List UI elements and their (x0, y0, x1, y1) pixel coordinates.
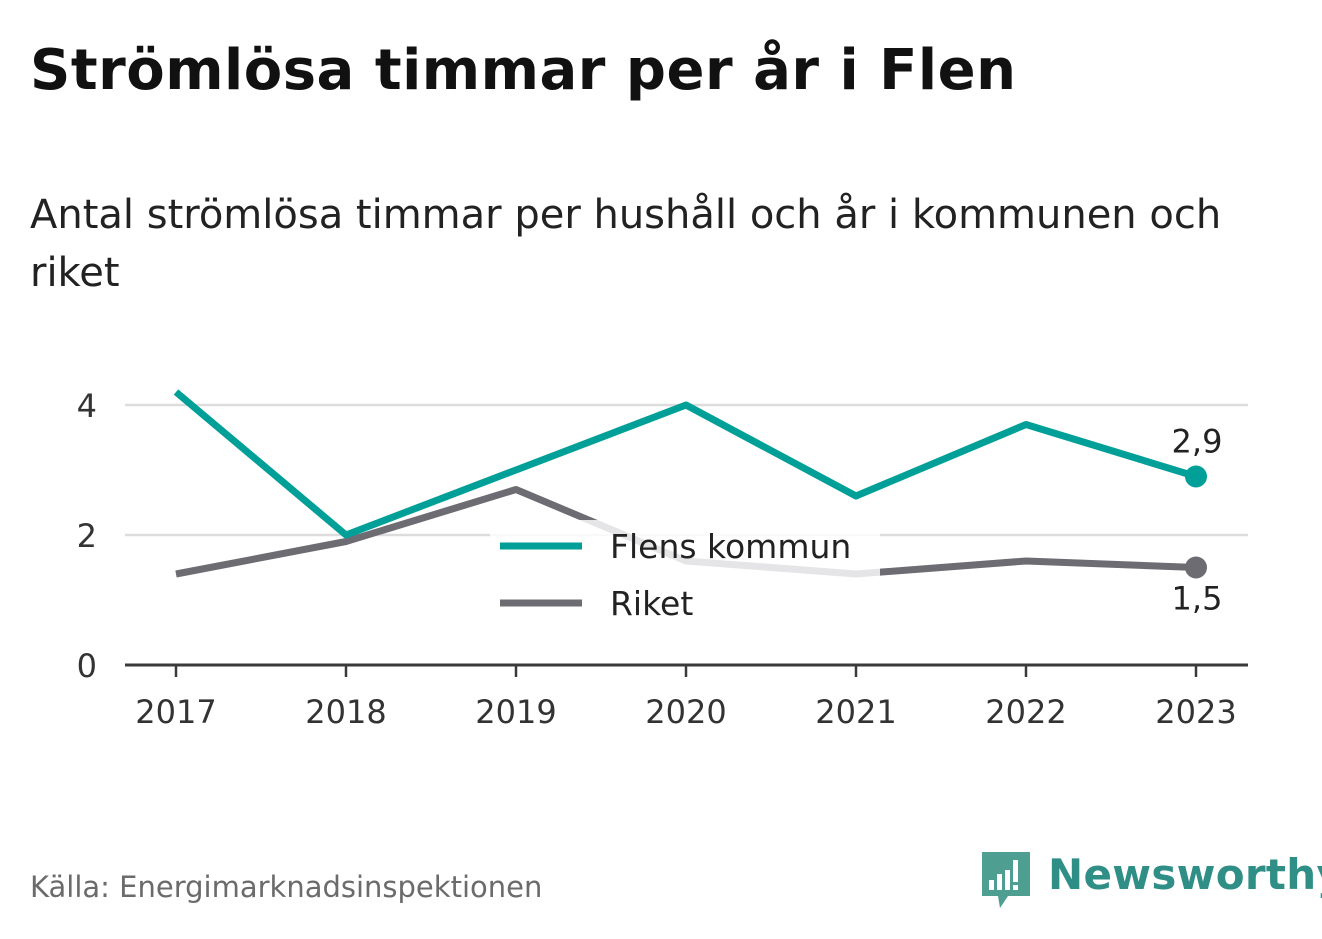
y-tick-label: 0 (77, 647, 97, 685)
x-tick-label: 2022 (985, 693, 1066, 731)
source-note: Källa: Energimarknadsinspektionen (30, 870, 543, 904)
legend-label: Flens kommun (610, 527, 851, 566)
x-tick-label: 2021 (815, 693, 896, 731)
chart-title: Strömlösa timmar per år i Flen (30, 38, 1017, 103)
data-labels: 2,9 1,5 (1172, 423, 1223, 618)
x-tick-label: 2018 (305, 693, 386, 731)
brand-name: Newsworthy (1048, 850, 1322, 899)
grid-lines (125, 403, 1248, 537)
x-tick-label: 2020 (645, 693, 726, 731)
x-tick-label: 2023 (1155, 693, 1236, 731)
chart-subtitle: Antal strömlösa timmar per hushåll och å… (30, 192, 1222, 296)
x-tick-label: 2019 (475, 693, 556, 731)
end-value-label: 1,5 (1172, 580, 1223, 618)
series-end-point (1185, 556, 1207, 579)
legend-background (490, 520, 880, 628)
series-end-point (1185, 465, 1207, 488)
end-value-label: 2,9 (1172, 423, 1223, 461)
line-chart: Flens kommun Riket 0 2 4 2017 2018 2019 2020 202… (77, 387, 1248, 731)
legend: Flens kommun Riket (490, 520, 880, 628)
y-tick-label: 2 (77, 517, 97, 555)
x-tick-label: 2017 (135, 693, 216, 731)
newsworthy-logo-icon (982, 852, 1030, 908)
series-line-flens-kommun (173, 389, 1198, 539)
legend-label: Riket (610, 584, 693, 623)
axes: 0 2 4 2017 2018 2019 2020 2021 2022 2023 (77, 387, 1248, 731)
y-tick-label: 4 (77, 387, 97, 425)
